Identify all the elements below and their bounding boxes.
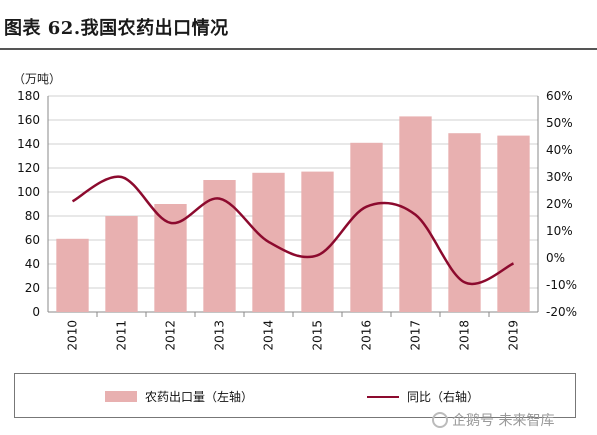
- x-axis-tick-label: 2015: [311, 320, 325, 351]
- title-divider: [0, 48, 597, 50]
- x-axis-tick-label: 2017: [409, 320, 423, 351]
- series-line: [71, 175, 515, 286]
- left-axis-tick-label: 0: [32, 305, 40, 319]
- bar: [497, 135, 530, 312]
- right-axis-tick-label: -10%: [546, 278, 577, 292]
- right-axis-tick-label: 60%: [546, 89, 573, 103]
- bar: [56, 238, 89, 312]
- x-axis-tick-label: 2013: [213, 320, 227, 351]
- right-axis-tick-label: 20%: [546, 197, 573, 211]
- left-axis-tick-label: 100: [17, 185, 40, 199]
- bar: [448, 133, 481, 312]
- legend-line-swatch: [367, 395, 399, 398]
- left-axis-unit-label: （万吨）: [13, 72, 62, 86]
- left-axis-tick-label: 180: [17, 89, 40, 103]
- watermark: 企鹅号 未来智库: [432, 410, 554, 430]
- left-axis-tick-label: 120: [17, 161, 40, 175]
- x-axis-tick-label: 2014: [262, 320, 276, 351]
- legend-bar-swatch: [105, 391, 137, 402]
- left-axis-tick-label: 160: [17, 113, 40, 127]
- left-axis-tick-label: 60: [25, 233, 40, 247]
- left-axis-tick-label: 20: [25, 281, 40, 295]
- x-axis-tick-label: 2018: [458, 320, 472, 351]
- right-axis-tick-label: -20%: [546, 305, 577, 319]
- legend-bar-label: 农药出口量（左轴）: [145, 390, 254, 404]
- bar: [105, 216, 138, 312]
- right-axis-tick-label: 40%: [546, 143, 573, 157]
- x-axis-tick-label: 2019: [507, 320, 521, 351]
- x-axis-tick-label: 2016: [360, 320, 374, 351]
- left-axis-tick-label: 80: [25, 209, 40, 223]
- left-axis-tick-label: 140: [17, 137, 40, 151]
- legend-item-line: 同比（右轴）: [367, 388, 479, 405]
- legend-line-label: 同比（右轴）: [407, 390, 480, 404]
- legend: 农药出口量（左轴） 同比（右轴）: [14, 373, 576, 418]
- bar: [350, 142, 383, 312]
- left-axis-tick-label: 40: [25, 257, 40, 271]
- bar: [301, 171, 334, 312]
- x-axis-tick-label: 2012: [164, 320, 178, 351]
- x-axis-tick-label: 2010: [66, 320, 80, 351]
- combo-chart: 0 20 40 60 80 100 120 140 160 180 -20% -10% 0% 10% 20%…: [17, 89, 577, 351]
- watermark-text: 企鹅号 未来智库: [452, 413, 555, 429]
- right-axis-tick-label: 50%: [546, 116, 573, 130]
- right-axis-tick-label: 30%: [546, 170, 573, 184]
- right-axis-tick-label: 10%: [546, 224, 573, 238]
- legend-item-bar: 农药出口量（左轴）: [105, 388, 253, 405]
- penguin-logo-icon: [432, 412, 448, 428]
- right-axis-tick-label: 0%: [546, 251, 565, 265]
- chart-title: 图表 62.我国农药出口情况: [4, 18, 229, 39]
- x-axis-tick-label: 2011: [115, 320, 129, 351]
